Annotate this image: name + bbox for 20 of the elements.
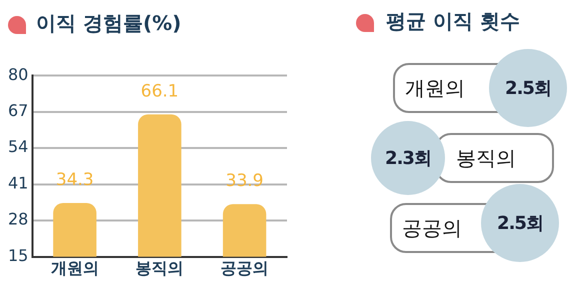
x-tick-label: 봉직의 <box>136 258 184 278</box>
data-label: 34.3 <box>56 170 94 190</box>
data-label: 2.5회 <box>496 212 544 235</box>
y-tick-label: 67 <box>8 100 28 120</box>
data-label: 33.9 <box>226 171 264 192</box>
y-tick-label: 41 <box>8 173 28 192</box>
data-label: 2.5회 <box>504 77 552 100</box>
data-label: 2.3회 <box>384 147 432 170</box>
category-label: 공공의 <box>402 215 462 242</box>
y-tick-label: 28 <box>8 210 28 229</box>
y-tick-label: 54 <box>8 137 28 156</box>
data-label: 66.1 <box>140 81 179 102</box>
y-tick-label: 80 <box>8 64 28 84</box>
category-label: 봉직의 <box>456 145 516 172</box>
y-tick-label: 15 <box>8 246 28 265</box>
chart-title: 이직 경험률(%) <box>36 10 182 37</box>
text: 평균 이직 횟수 <box>386 8 520 35</box>
category-label: 개원의 <box>405 75 465 102</box>
x-tick-label: 개원의 <box>50 258 99 278</box>
x-tick-label: 공공의 <box>220 258 269 278</box>
